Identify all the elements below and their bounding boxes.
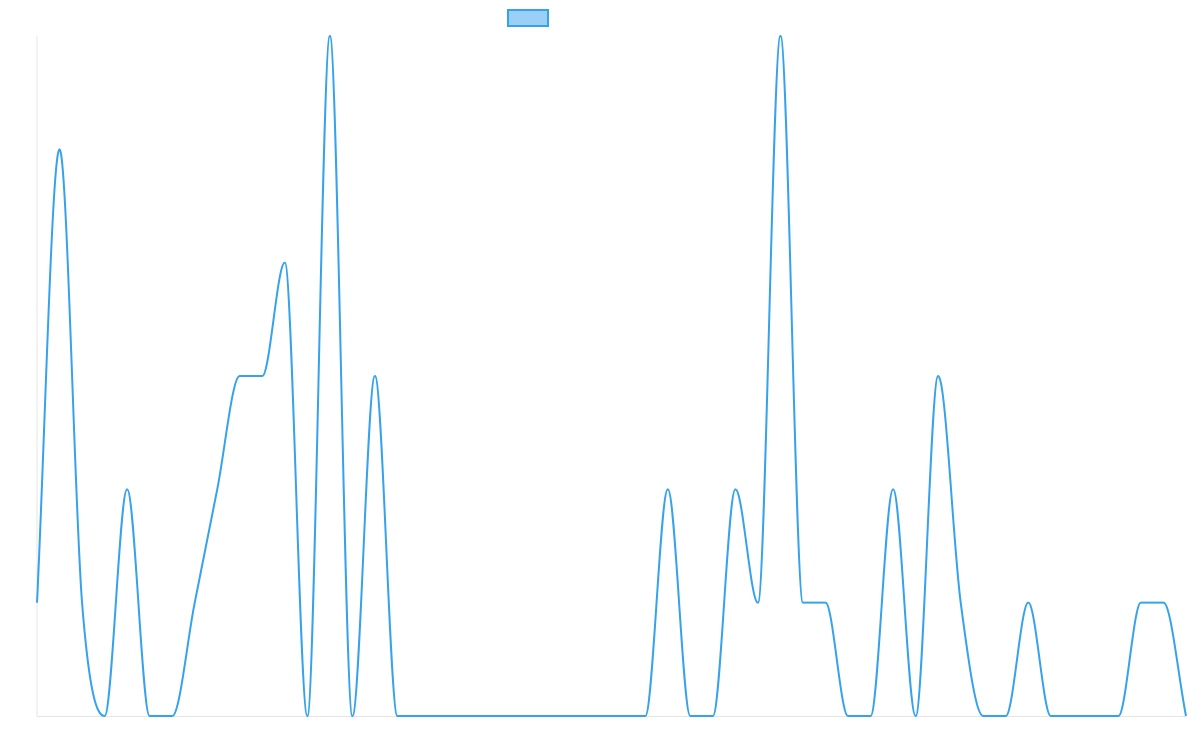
legend-swatch (507, 9, 549, 27)
series-layer (36, 35, 1187, 717)
series-line-0 (36, 35, 1187, 717)
chart-legend[interactable] (507, 9, 549, 27)
chart-axes (36, 36, 1186, 717)
